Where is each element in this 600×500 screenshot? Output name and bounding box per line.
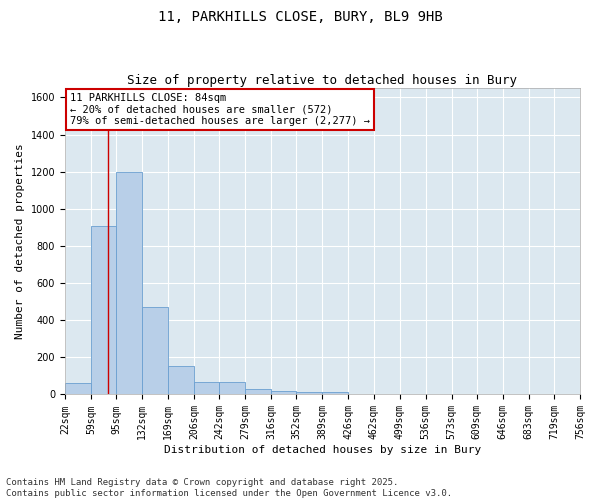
Bar	[271, 391, 296, 394]
Title: Size of property relative to detached houses in Bury: Size of property relative to detached ho…	[127, 74, 517, 87]
X-axis label: Distribution of detached houses by size in Bury: Distribution of detached houses by size …	[164, 445, 481, 455]
Bar	[322, 392, 349, 394]
Text: Contains HM Land Registry data © Crown copyright and database right 2025.
Contai: Contains HM Land Registry data © Crown c…	[6, 478, 452, 498]
Bar	[116, 172, 142, 394]
Bar	[168, 366, 194, 394]
Bar	[219, 382, 245, 394]
Y-axis label: Number of detached properties: Number of detached properties	[15, 144, 25, 339]
Bar	[91, 226, 116, 394]
Bar	[194, 382, 219, 394]
Bar	[142, 307, 168, 394]
Text: 11 PARKHILLS CLOSE: 84sqm
← 20% of detached houses are smaller (572)
79% of semi: 11 PARKHILLS CLOSE: 84sqm ← 20% of detac…	[70, 93, 370, 126]
Text: 11, PARKHILLS CLOSE, BURY, BL9 9HB: 11, PARKHILLS CLOSE, BURY, BL9 9HB	[158, 10, 442, 24]
Bar	[245, 389, 271, 394]
Bar	[296, 392, 322, 394]
Bar	[65, 384, 91, 394]
